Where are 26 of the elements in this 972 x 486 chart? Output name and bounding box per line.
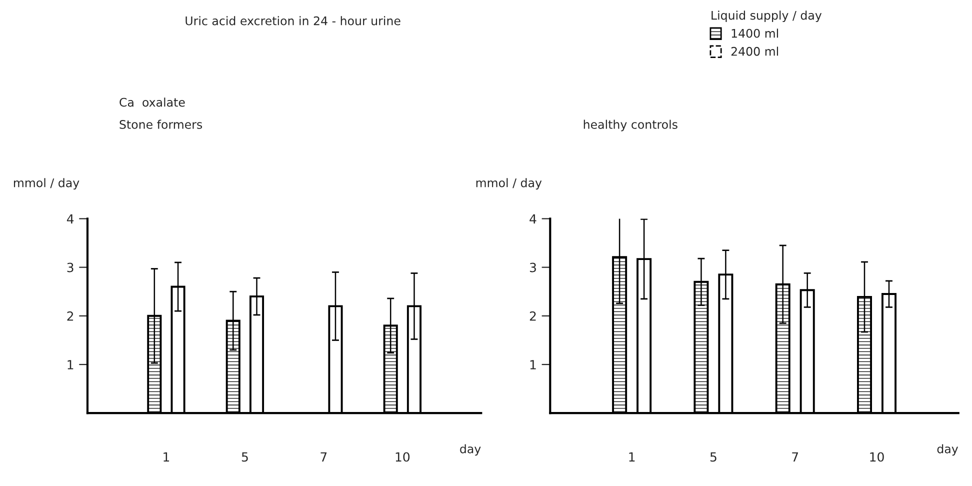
x-tick-label: 10 <box>396 452 410 462</box>
y-axis-title: mmol / day <box>14 178 80 190</box>
y-axis-title: mmol / day <box>476 178 542 190</box>
legend-label: 2400 ml <box>731 46 778 56</box>
chart-title: Uric acid excretion in 24 - hour urine <box>186 16 400 26</box>
x-tick-label: 1 <box>164 452 170 462</box>
x-tick-label: 10 <box>870 452 884 462</box>
y-tick-label: 3 <box>530 262 536 272</box>
x-tick-label: 1 <box>629 452 635 462</box>
y-tick-label: 2 <box>67 311 74 321</box>
y-tick-label: 1 <box>530 360 536 370</box>
x-tick-label: 7 <box>792 452 798 462</box>
y-tick-label: 1 <box>68 360 74 370</box>
x-tick-label: 7 <box>320 452 327 462</box>
y-tick-label: 2 <box>530 311 536 321</box>
legend-label: 1400 ml <box>732 28 778 38</box>
x-axis-title: day <box>460 444 481 456</box>
y-tick-label: 4 <box>530 214 536 224</box>
x-tick-label: 5 <box>242 452 248 462</box>
x-axis-title: day <box>937 444 958 456</box>
x-tick-label: 5 <box>710 452 716 462</box>
chart-subtitle: healthy controls <box>584 120 678 132</box>
y-tick-label: 3 <box>67 262 74 272</box>
chart-subtitle: Ca oxalate Stone formers <box>120 98 202 129</box>
y-tick-label: 4 <box>66 214 74 224</box>
legend-title: Liquid supply / day <box>712 10 822 22</box>
